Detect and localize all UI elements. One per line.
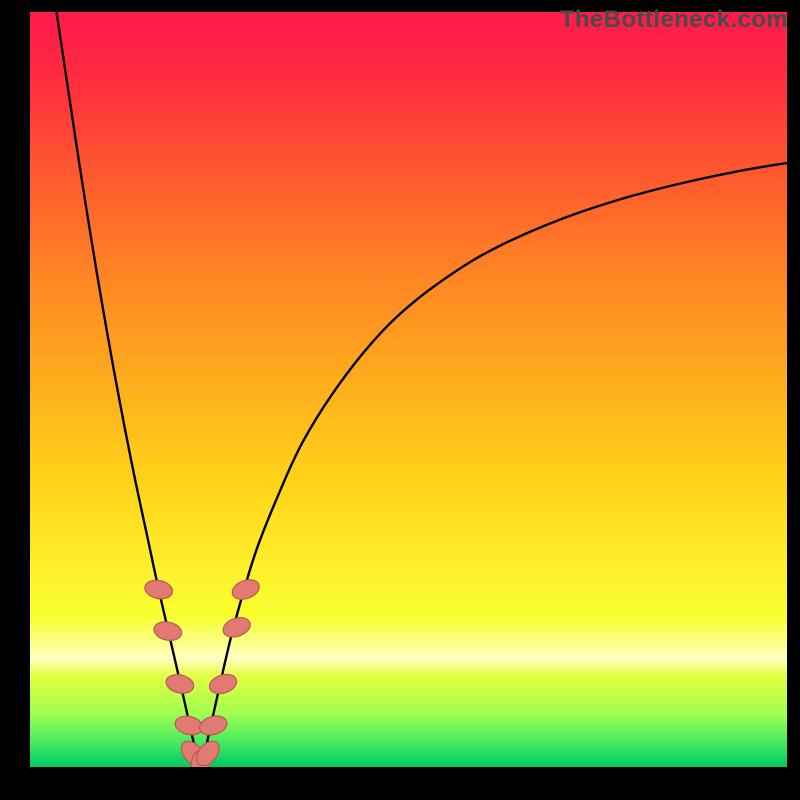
chart-container: TheBottleneck.com bbox=[0, 0, 800, 800]
plot-area bbox=[30, 12, 787, 767]
watermark-text: TheBottleneck.com bbox=[560, 6, 788, 34]
chart-svg bbox=[30, 12, 787, 767]
gradient-background bbox=[30, 12, 787, 767]
